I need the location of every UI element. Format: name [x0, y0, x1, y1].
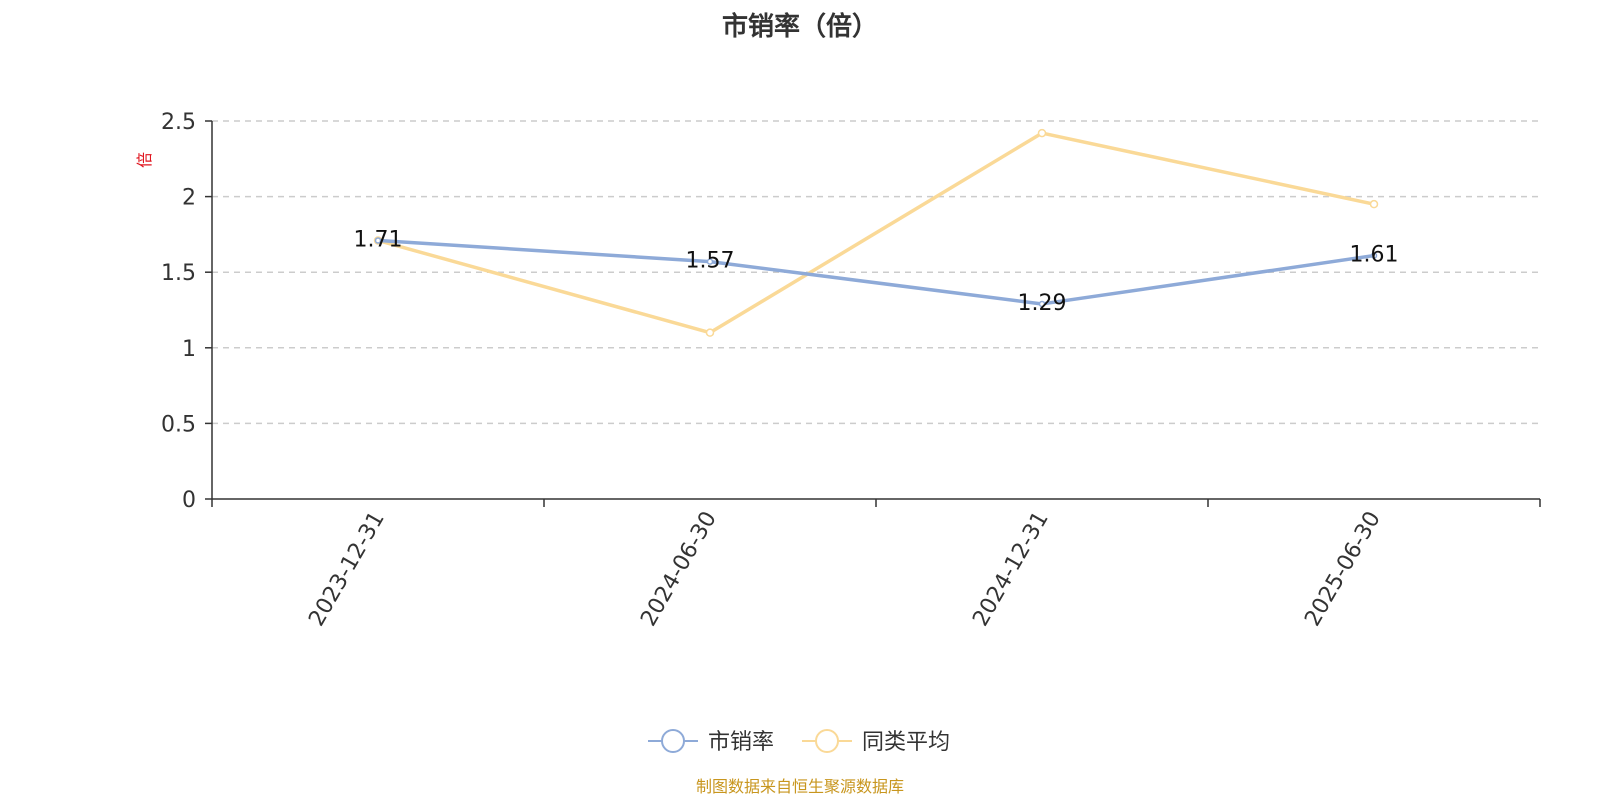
- data-source-note: 制图数据来自恒生聚源数据库: [696, 777, 904, 796]
- legend-item-series-1[interactable]: 同类平均: [802, 729, 950, 755]
- legend-item-series-0[interactable]: 市销率: [648, 729, 774, 755]
- series-0-point[interactable]: [1038, 300, 1046, 308]
- axes: [211, 121, 1540, 500]
- y-tick-label: 2.5: [161, 110, 196, 135]
- series-0-data-label: 1.71: [354, 227, 403, 252]
- x-axis-ticks: 2023-12-31 2024-06-30 2024-12-31 2025-06-30: [211, 499, 1541, 631]
- legend-label-series-1: 同类平均: [862, 730, 950, 755]
- x-tick-label: 2024-12-31: [968, 507, 1054, 630]
- y-axis-ticks: 0 0.5 1 1.5 2 2.5: [161, 110, 212, 513]
- legend-marker-series-1: [815, 729, 839, 753]
- series-1-point[interactable]: [705, 328, 715, 337]
- series-0-data-label: 1.61: [1350, 243, 1399, 268]
- y-axis-unit-label: 倍: [135, 152, 154, 168]
- legend-marker-series-0: [661, 729, 685, 753]
- y-tick-label: 0: [182, 488, 196, 513]
- grid-lines: [212, 120, 1540, 425]
- x-tick-label: 2025-06-30: [1300, 507, 1386, 630]
- x-tick-label: 2024-06-30: [636, 507, 722, 630]
- series-layer: [373, 128, 1379, 337]
- series-line-0: [377, 238, 1375, 306]
- x-tick-label: 2023-12-31: [304, 507, 390, 630]
- legend[interactable]: 市销率 同类平均: [648, 729, 950, 755]
- chart-title: 市销率（倍）: [722, 11, 878, 42]
- y-tick-label: 2: [182, 186, 196, 211]
- legend-label-series-0: 市销率: [708, 730, 774, 755]
- series-0-point[interactable]: [706, 258, 714, 265]
- y-tick-label: 1.5: [161, 261, 196, 286]
- series-1-point[interactable]: [1369, 199, 1379, 209]
- series-0-point[interactable]: [1370, 252, 1378, 259]
- series-1-point[interactable]: [1037, 128, 1047, 138]
- data-labels: 1.71 1.57 1.29 1.61: [354, 227, 1399, 316]
- y-tick-label: 0.5: [161, 412, 196, 437]
- series-0-point[interactable]: [374, 237, 382, 244]
- y-tick-label: 1: [182, 337, 196, 362]
- series-line-1: [377, 131, 1375, 335]
- series-0-data-label: 1.57: [686, 249, 735, 274]
- series-0-data-label: 1.29: [1018, 291, 1067, 316]
